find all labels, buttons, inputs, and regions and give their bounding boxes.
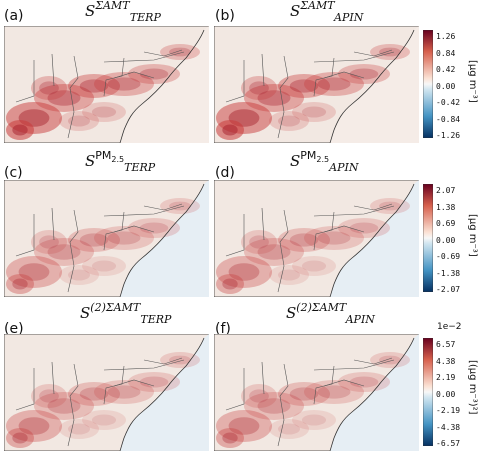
colorbar-unit-row3: [(μg m⁻³)²] [467,360,478,415]
panel-title-b: SΣAMTAPIN [290,0,364,24]
colorbar-tick-label: 0.00 [436,235,456,245]
map-panel-a [4,26,209,143]
colorbar-tick-label: -1.26 [436,131,461,140]
colorbar-tick-label: -4.38 [436,422,461,432]
colorbar-tick-label: 2.19 [436,373,456,382]
colorbar-tick-label: 1.26 [436,32,456,41]
colorbar-tick-label: -1.38 [436,268,461,278]
panel-label-f: (f) [215,321,231,337]
colorbar-row3 [423,338,433,446]
panel-label-e: (e) [4,321,24,337]
colorbar-tick-label: 1.38 [436,202,456,212]
colorbar-tick-label: -2.19 [436,406,461,415]
panel-title-e: S(2)ΣAMTTERP [80,301,172,326]
map-panel-e [4,334,209,451]
colorbar-unit-row2: [μg m⁻³] [467,214,478,257]
map-panel-f [214,334,419,451]
colorbar-tick-label: 0.84 [436,48,456,58]
colorbar-exponent-row3: 1e−2 [437,322,462,332]
colorbar-tick-label: -0.84 [436,114,461,124]
panel-title-d: SPM2.5APIN [290,149,359,174]
colorbar-unit-row1: [μg m⁻³] [467,60,478,103]
colorbar-tick-label: 0.00 [436,81,456,91]
panel-title-a: SΣAMTTERP [85,0,161,24]
map-panel-d [214,180,419,297]
panel-title-f: S(2)ΣAMTAPIN [286,301,375,326]
map-panel-c [4,180,209,297]
colorbar-tick-label: 2.07 [436,186,456,195]
colorbar-tick-label: 4.38 [436,356,456,366]
colorbar-tick-label: -6.57 [436,439,461,448]
colorbar-tick-label: 0.42 [436,65,456,74]
colorbar-tick-label: -0.42 [436,98,461,107]
colorbar-tick-label: 6.57 [436,340,456,349]
panel-label-a: (a) [4,8,24,24]
panel-title-c: SPM2.5TERP [85,149,156,174]
colorbar-tick-label: -0.69 [436,252,461,261]
colorbar-tick-label: 0.69 [436,219,456,228]
panel-label-b: (b) [215,8,235,24]
map-panel-b [214,26,419,143]
colorbar-row1 [423,30,433,138]
colorbar-tick-label: 0.00 [436,389,456,399]
colorbar-row2 [423,184,433,292]
colorbar-tick-label: -2.07 [436,285,461,294]
panel-label-c: (c) [4,165,23,181]
panel-label-d: (d) [215,165,235,181]
